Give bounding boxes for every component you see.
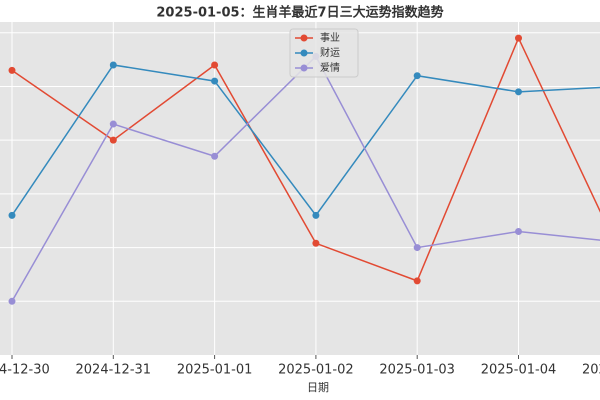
legend-marker	[300, 34, 308, 42]
chart-title: 2025-01-05：生肖羊最近7日三大运势指数趋势	[156, 5, 443, 21]
data-point	[413, 244, 421, 252]
legend-label: 事业	[320, 31, 340, 44]
x-tick-label: 2025-01-03	[379, 363, 455, 378]
data-point	[211, 77, 219, 85]
legend-marker	[300, 49, 308, 57]
data-point	[413, 277, 421, 285]
data-point	[515, 227, 522, 235]
x-tick-label: 2025-01-04	[481, 363, 557, 378]
x-tick-label: 2024-12-30	[0, 363, 50, 378]
legend-label: 财运	[320, 46, 340, 59]
data-point	[515, 88, 522, 96]
legend-box	[289, 28, 359, 78]
legend-marker	[300, 64, 308, 72]
data-point	[8, 211, 16, 219]
x-tick-label: 2025-01-05	[582, 363, 600, 378]
data-point	[413, 72, 421, 80]
data-point	[109, 136, 117, 144]
data-point	[8, 297, 16, 305]
x-tick-label: 2024-12-31	[76, 363, 152, 378]
data-point	[211, 61, 219, 69]
data-point	[109, 61, 117, 69]
data-point	[312, 239, 320, 247]
x-axis-label: 日期	[307, 381, 329, 394]
data-point	[8, 66, 16, 74]
legend-label: 爱情	[320, 61, 340, 74]
data-point	[109, 120, 117, 128]
x-tick-label: 2025-01-01	[177, 363, 253, 378]
x-tick-label: 2025-01-02	[278, 363, 354, 378]
data-point	[515, 34, 522, 42]
data-point	[211, 152, 219, 160]
data-point	[312, 211, 320, 219]
